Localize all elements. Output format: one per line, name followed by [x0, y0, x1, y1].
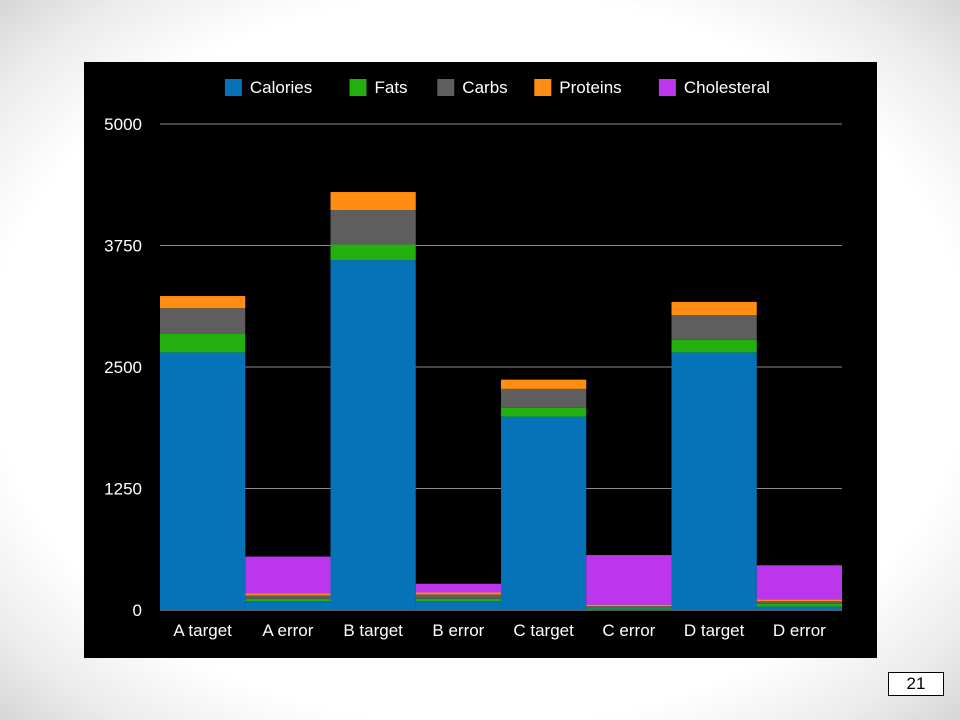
bar-segment-fats — [501, 407, 587, 417]
bar-segment-fats — [245, 598, 331, 602]
bar-segment-fats — [586, 607, 672, 609]
bar-segment-proteins — [160, 296, 246, 309]
bar-segment-cholesteral — [756, 565, 842, 600]
x-tick-label: C error — [602, 621, 655, 640]
bar-segment-calories — [415, 601, 501, 610]
bar-segment-fats — [415, 598, 501, 602]
x-tick-label: B target — [343, 621, 403, 640]
bar-segment-calories — [160, 352, 246, 610]
bar-segment-proteins — [586, 604, 672, 607]
bar-segment-carbs — [671, 314, 757, 340]
legend-label: Cholesteral — [684, 78, 770, 97]
bar-segment-carbs — [415, 594, 501, 599]
bar-segment-calories — [501, 416, 587, 610]
bar-segment-cholesteral — [586, 555, 672, 605]
bar-segment-carbs — [586, 606, 672, 608]
x-tick-label: A error — [262, 621, 313, 640]
y-tick-label: 3750 — [104, 237, 142, 256]
x-tick-label: D error — [773, 621, 826, 640]
bar-segment-carbs — [756, 601, 842, 604]
x-tick-label: D target — [684, 621, 745, 640]
bar-segment-proteins — [330, 192, 416, 211]
legend: Calories Fats Carbs Proteins Cholesteral — [224, 78, 770, 97]
legend-label: Carbs — [462, 78, 507, 97]
bar-segment-proteins — [415, 592, 501, 595]
bar-segment-calories — [756, 606, 842, 610]
bar-segment-calories — [245, 601, 331, 610]
bar-segment-proteins — [245, 593, 331, 596]
y-tick-label: 5000 — [104, 115, 142, 134]
axis-labels: 0 1250 2500 3750 5000 A target A error B target… — [104, 115, 826, 640]
bar-segment-calories — [586, 608, 672, 610]
y-tick-label: 1250 — [104, 480, 142, 499]
legend-label: Fats — [375, 78, 408, 97]
x-tick-label: B error — [432, 621, 484, 640]
bar-segment-fats — [160, 333, 246, 353]
bar-segment-calories — [330, 260, 416, 610]
bar-segment-proteins — [501, 379, 587, 389]
y-tick-label: 0 — [133, 601, 142, 620]
bar-segment-cholesteral — [415, 583, 501, 593]
chart-panel: 0 1250 2500 3750 5000 A target A error B target… — [84, 62, 877, 658]
bar-segment-fats — [671, 339, 757, 353]
bar-segment-carbs — [245, 595, 331, 599]
legend-label: Calories — [250, 78, 312, 97]
x-tick-label: C target — [513, 621, 574, 640]
bar-segment-carbs — [501, 388, 587, 408]
bar-segment-calories — [671, 352, 757, 610]
legend-label: Proteins — [559, 78, 621, 97]
bars — [160, 192, 842, 610]
legend-swatch-fats — [349, 79, 367, 96]
legend-swatch-proteins — [534, 79, 552, 96]
legend-swatch-cholesteral — [658, 79, 676, 96]
page-number: 21 — [888, 672, 944, 696]
bar-segment-fats — [330, 244, 416, 261]
x-tick-label: A target — [173, 621, 232, 640]
bar-segment-proteins — [756, 599, 842, 602]
stacked-bar-chart: 0 1250 2500 3750 5000 A target A error B target… — [104, 78, 842, 640]
legend-swatch-carbs — [437, 79, 455, 96]
bar-segment-proteins — [671, 301, 757, 315]
bar-segment-cholesteral — [245, 556, 331, 594]
bar-segment-carbs — [330, 210, 416, 245]
bar-segment-fats — [756, 603, 842, 607]
bar-segment-carbs — [160, 308, 246, 334]
legend-swatch-calories — [224, 79, 242, 96]
y-tick-label: 2500 — [104, 358, 142, 377]
